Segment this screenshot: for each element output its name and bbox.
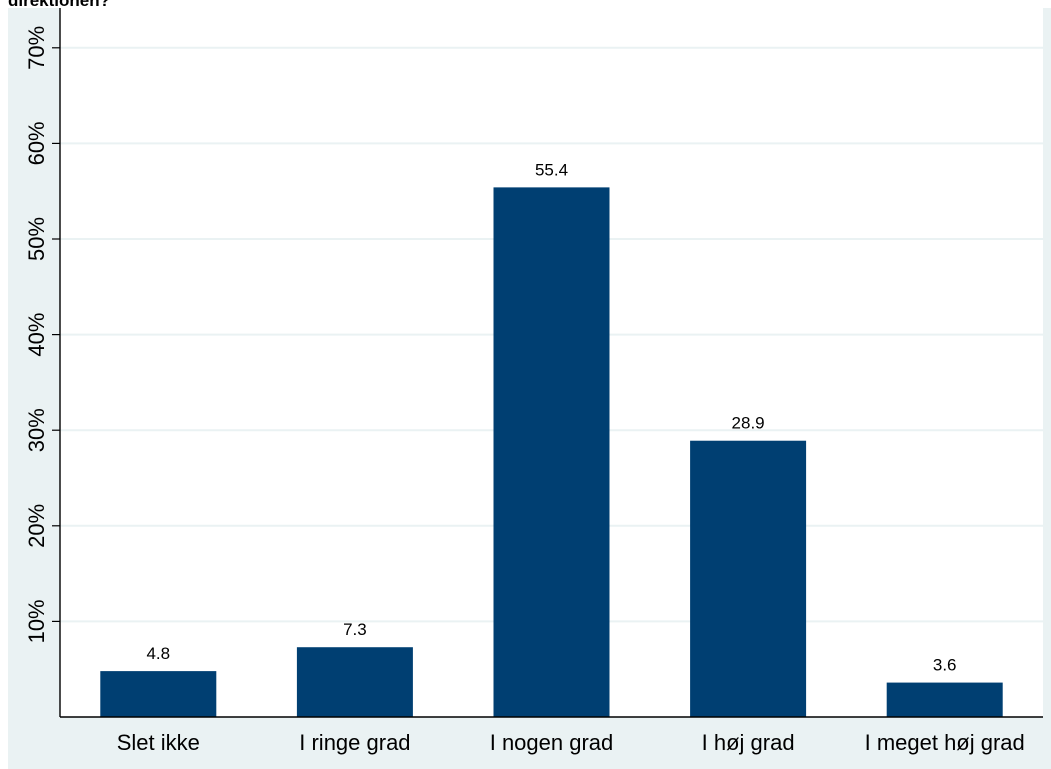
y-tick-label: 30% (24, 408, 49, 452)
bar-value-label: 55.4 (535, 160, 568, 179)
bar-chart: 10% 20% 30% 40% 50% 60% 70% 4.8 Slet ikke 7.3 I ri… (24, 8, 1043, 755)
bar-value-label: 3.6 (933, 656, 957, 675)
bar-value-label: 28.9 (732, 414, 765, 433)
bar (100, 671, 217, 717)
bar (296, 647, 413, 717)
chart-title: direktionen? (8, 0, 110, 8)
chart-title-strip: direktionen? (0, 0, 1051, 8)
x-tick-label: Slet ikke (117, 730, 200, 755)
y-tick-label: 70% (24, 26, 49, 70)
bar (886, 682, 1003, 717)
bar (690, 440, 807, 717)
y-tick-label: 50% (24, 217, 49, 261)
y-tick-label: 10% (24, 599, 49, 643)
bar-value-label: 4.8 (146, 644, 170, 663)
x-tick-label: I meget høj grad (865, 730, 1025, 755)
bar-value-label: 7.3 (343, 620, 367, 639)
x-tick-label: I ringe grad (299, 730, 410, 755)
x-tick-label: I nogen grad (490, 730, 614, 755)
y-tick-label: 20% (24, 504, 49, 548)
chart-frame: 10% 20% 30% 40% 50% 60% 70% 4.8 Slet ikke 7.3 I ri… (8, 8, 1051, 769)
bar (493, 187, 610, 718)
x-tick-label: I høj grad (702, 730, 795, 755)
y-tick-label: 60% (24, 121, 49, 165)
y-tick-label: 40% (24, 313, 49, 357)
